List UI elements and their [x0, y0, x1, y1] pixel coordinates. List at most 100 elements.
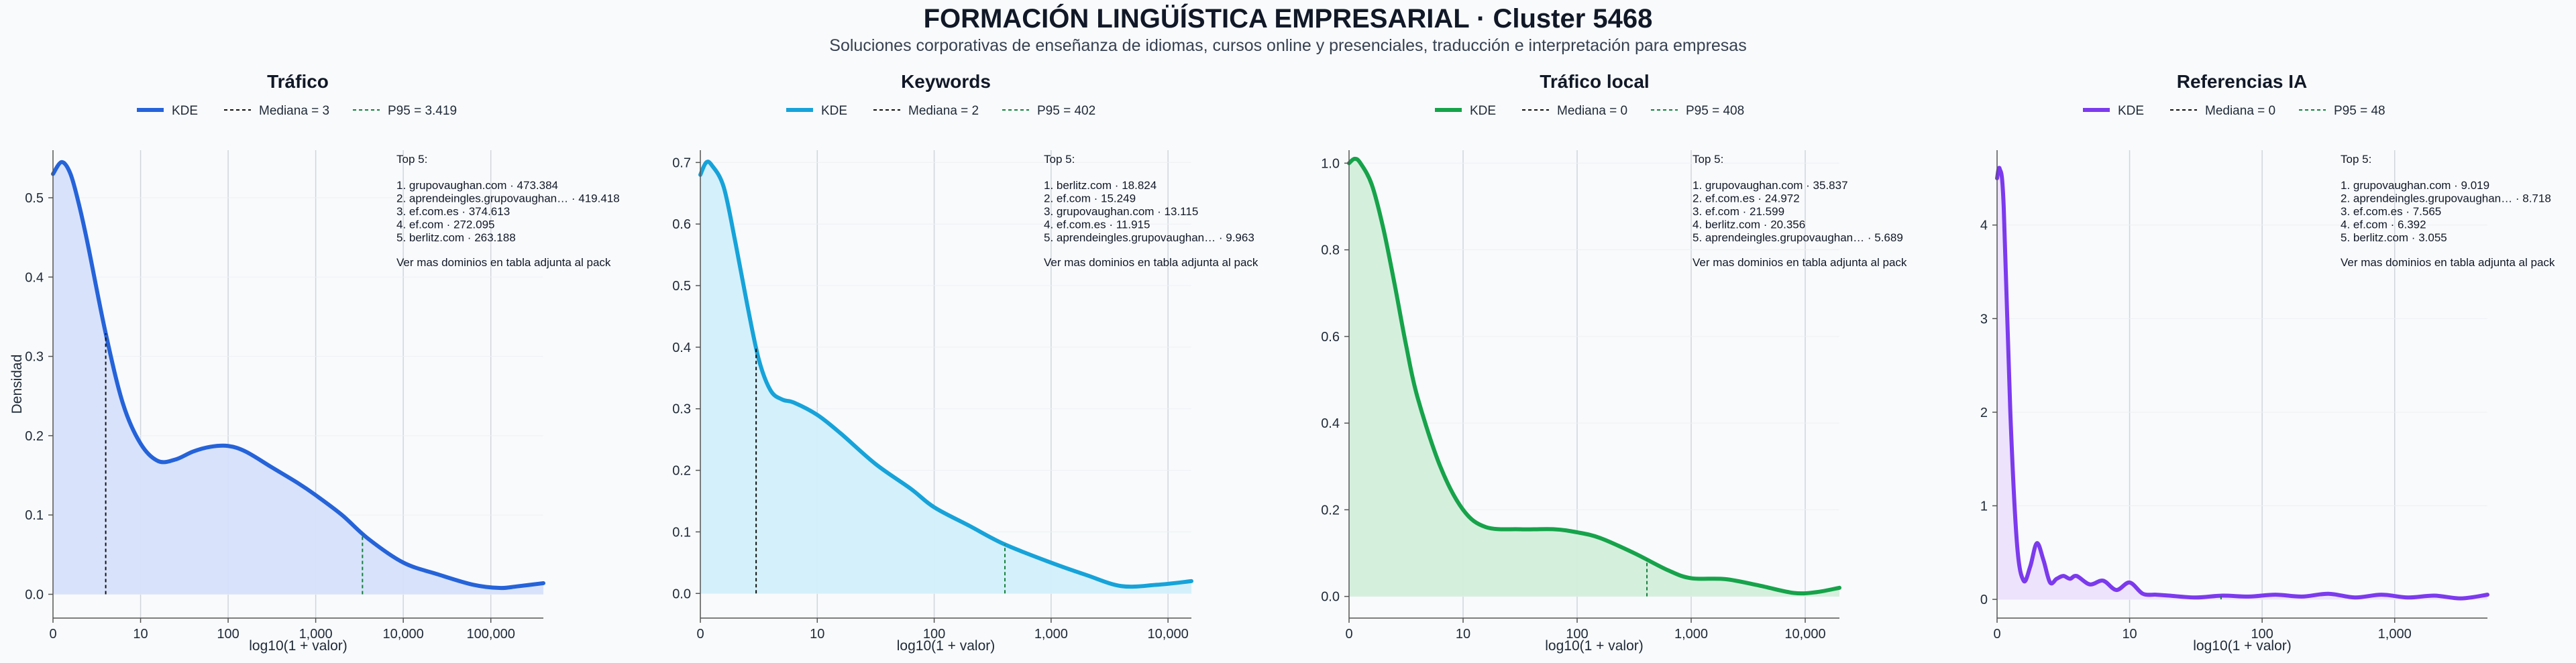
x-axis-label: log10(1 + valor) — [897, 638, 996, 654]
x-tick-label: 10,000 — [1784, 627, 1825, 642]
x-tick-label: 1,000 — [1674, 627, 1708, 642]
y-tick-label: 3 — [1980, 312, 1988, 326]
x-tick-label: 10,000 — [1148, 627, 1189, 642]
y-tick-label: 0.5 — [672, 279, 691, 294]
legend-p95-label: P95 = 3.419 — [388, 104, 457, 118]
y-tick-label: 0 — [1980, 593, 1988, 607]
x-tick-label: 0 — [1345, 627, 1352, 642]
chart-legend: KDE Mediana = 0 P95 = 408 — [1435, 104, 1744, 118]
top5-item: 4. ef.com.es · 11.915 — [1044, 219, 1150, 231]
y-tick-label: 0.6 — [1321, 330, 1340, 345]
x-axis-label: log10(1 + valor) — [1545, 638, 1644, 654]
kde-area — [1349, 158, 1839, 597]
legend-p95-label: P95 = 408 — [1686, 104, 1744, 118]
y-tick-label: 0.0 — [672, 587, 691, 601]
top5-item: 3. grupovaughan.com · 13.115 — [1044, 205, 1198, 218]
top5-note: Ver mas dominios en tabla adjunta al pac… — [2341, 256, 2555, 269]
legend-p95-label: P95 = 48 — [2334, 104, 2385, 118]
x-tick-label: 10,000 — [383, 627, 424, 642]
chart-panel-4: Referencias IA KDE Mediana = 0 P95 = 48 0 10 1… — [1980, 71, 2555, 654]
top5-item: 5. berlitz.com · 263.188 — [396, 231, 516, 244]
legend-median-label: Mediana = 0 — [2205, 104, 2275, 118]
chart-legend: KDE Mediana = 0 P95 = 48 — [2083, 104, 2385, 118]
page-title: FORMACIÓN LINGÜÍSTICA EMPRESARIAL · Clus… — [923, 4, 1653, 34]
top5-item: 2. ef.com.es · 24.972 — [1693, 192, 1800, 205]
y-tick-label: 0.8 — [1321, 243, 1340, 258]
x-tick-label: 1,000 — [2378, 627, 2412, 642]
kde-line — [698, 160, 1193, 589]
top5-item: 5. aprendeingles.grupovaughan… · 9.963 — [1044, 231, 1254, 244]
top5-heading: Top 5: — [1044, 153, 1075, 166]
legend-median-label: Mediana = 0 — [1557, 104, 1627, 118]
x-axis-label: log10(1 + valor) — [249, 638, 347, 654]
x-tick-label: 10 — [1456, 627, 1470, 642]
kde-line — [51, 160, 545, 591]
x-axis-label: log10(1 + valor) — [2193, 638, 2292, 654]
top5-heading: Top 5: — [396, 153, 427, 166]
legend-median-label: Mediana = 3 — [259, 104, 329, 118]
top5-item: 5. berlitz.com · 3.055 — [2341, 231, 2447, 244]
top5-item: 5. aprendeingles.grupovaughan… · 5.689 — [1693, 231, 1903, 244]
top5-item: 4. berlitz.com · 20.356 — [1693, 219, 1805, 231]
y-tick-label: 0.4 — [1321, 416, 1340, 431]
y-tick-label: 0.1 — [672, 525, 691, 540]
x-tick-label: 10 — [2122, 627, 2137, 642]
y-tick-label: 2 — [1980, 406, 1988, 420]
x-tick-label: 10 — [133, 627, 148, 642]
kde-line — [1347, 156, 1841, 596]
x-tick-label: 1,000 — [299, 627, 333, 642]
top5-note: Ver mas dominios en tabla adjunta al pac… — [1693, 256, 1907, 269]
top5-item: 1. grupovaughan.com · 35.837 — [1693, 179, 1848, 192]
kde-line — [1995, 166, 2489, 601]
x-tick-label: 0 — [696, 627, 704, 642]
y-tick-label: 0.6 — [672, 217, 691, 232]
kde-area — [700, 162, 1191, 594]
top5-item: 2. ef.com · 15.249 — [1044, 192, 1136, 205]
legend-kde-label: KDE — [821, 104, 847, 118]
chart-legend: KDE Mediana = 2 P95 = 402 — [786, 104, 1095, 118]
top5-item: 3. ef.com.es · 7.565 — [2341, 205, 2441, 218]
x-tick-label: 0 — [1993, 627, 2000, 642]
x-tick-label: 100 — [923, 627, 945, 642]
kde-area — [53, 162, 543, 595]
top5-item: 3. ef.com.es · 374.613 — [396, 205, 510, 218]
top5-heading: Top 5: — [2341, 153, 2371, 166]
top5-item: 4. ef.com · 6.392 — [2341, 219, 2426, 231]
y-tick-label: 0.3 — [25, 350, 44, 365]
y-tick-label: 1.0 — [1321, 156, 1340, 171]
top5-item: 4. ef.com · 272.095 — [396, 219, 494, 231]
x-tick-label: 100,000 — [467, 627, 515, 642]
top5-heading: Top 5: — [1693, 153, 1723, 166]
chart-legend: KDE Mediana = 3 P95 = 3.419 — [137, 104, 457, 118]
chart-panel-1: Tráfico KDE Mediana = 3 P95 = 3.419 0 10 100 1,… — [9, 71, 620, 654]
legend-kde-label: KDE — [1470, 104, 1496, 118]
x-tick-label: 10 — [810, 627, 824, 642]
top5-item: 1. berlitz.com · 18.824 — [1044, 179, 1157, 192]
top5-item: 2. aprendeingles.grupovaughan… · 8.718 — [2341, 192, 2551, 205]
y-axis-label: Densidad — [9, 355, 25, 414]
top5-item: 1. grupovaughan.com · 9.019 — [2341, 179, 2489, 192]
x-tick-label: 100 — [2251, 627, 2273, 642]
chart-title: Tráfico — [267, 71, 329, 92]
y-tick-label: 0.3 — [672, 402, 691, 417]
top5-note: Ver mas dominios en tabla adjunta al pac… — [396, 256, 611, 269]
chart-title: Referencias IA — [2177, 71, 2308, 92]
x-tick-label: 100 — [217, 627, 239, 642]
y-tick-label: 0.7 — [672, 156, 691, 170]
x-tick-label: 0 — [49, 627, 56, 642]
chart-title: Tráfico local — [1540, 71, 1649, 92]
y-tick-label: 0.2 — [672, 464, 691, 479]
legend-kde-label: KDE — [2118, 104, 2144, 118]
y-tick-label: 0.0 — [25, 588, 44, 603]
y-tick-label: 0.0 — [1321, 590, 1340, 605]
legend-median-label: Mediana = 2 — [908, 104, 979, 118]
chart-panel-3: Tráfico local KDE Mediana = 0 P95 = 408 0 10 1… — [1321, 71, 1907, 654]
y-tick-label: 0.1 — [25, 508, 44, 523]
y-tick-label: 0.2 — [25, 429, 44, 444]
page-subtitle: Soluciones corporativas de enseñanza de … — [829, 36, 1747, 55]
